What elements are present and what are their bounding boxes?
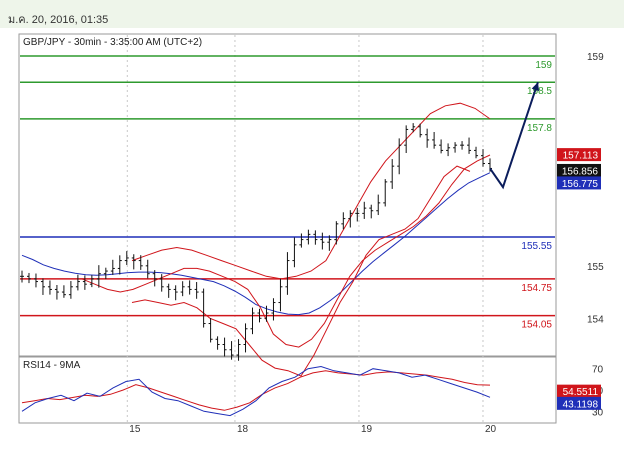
y-tick-label: 155 [587,262,604,273]
level-label: 154.05 [521,320,552,331]
y-tick-label: 159 [587,52,604,63]
moving-average-line [21,172,491,316]
projection [489,81,540,190]
price-badge: 156.856 [562,166,599,177]
level-label: 159 [535,60,552,71]
rsi-badge: 54.5511 [563,387,599,398]
x-tick-label: 19 [361,424,373,435]
level-label: 157.8 [527,123,552,134]
level-label: 154.75 [521,283,552,294]
bollinger-middle-line [81,154,491,348]
x-tick-label: 18 [237,424,249,435]
price-panel [18,33,557,357]
bollinger-lower-line [131,165,471,377]
projection-arrow [489,81,539,190]
timestamp-bar: ม.ค. 20, 2016, 01:35 [0,0,624,28]
rsi-line [21,365,491,417]
chart-title: GBP/JPY - 30min - 3:35:00 AM (UTC+2) [23,37,202,48]
price-badge: 156.775 [562,179,599,190]
rsi-lines [21,365,491,417]
projection-arrowhead [531,82,540,92]
rsi-badge: 43.1198 [563,399,599,410]
x-tick-label: 15 [129,424,141,435]
rsi-badge-box [557,396,601,410]
rsi-badge-box [557,384,601,398]
timestamp: ม.ค. 20, 2016, 01:35 [8,14,109,26]
rsi-tick-label: 70 [592,365,604,376]
price-badge: 157.113 [563,151,599,162]
bollinger-upper-line [131,102,491,280]
rsi-title: RSI14 - 9MA [23,360,81,371]
price-badge-box [557,176,601,190]
price-bars [20,123,492,361]
level-label: 155.55 [521,241,552,252]
rsi-tick-label: 30 [592,407,604,418]
levels: 159 158.5 157.8 155.55 154.75 154.05 [20,55,555,331]
price-badge-box [557,148,601,162]
series-lines [21,102,491,377]
y-tick-label: 154 [587,314,604,325]
x-tick-label: 20 [485,424,497,435]
rsi-panel [18,356,557,424]
level-label: 158.5 [527,86,552,97]
price-badge-box [557,163,601,177]
